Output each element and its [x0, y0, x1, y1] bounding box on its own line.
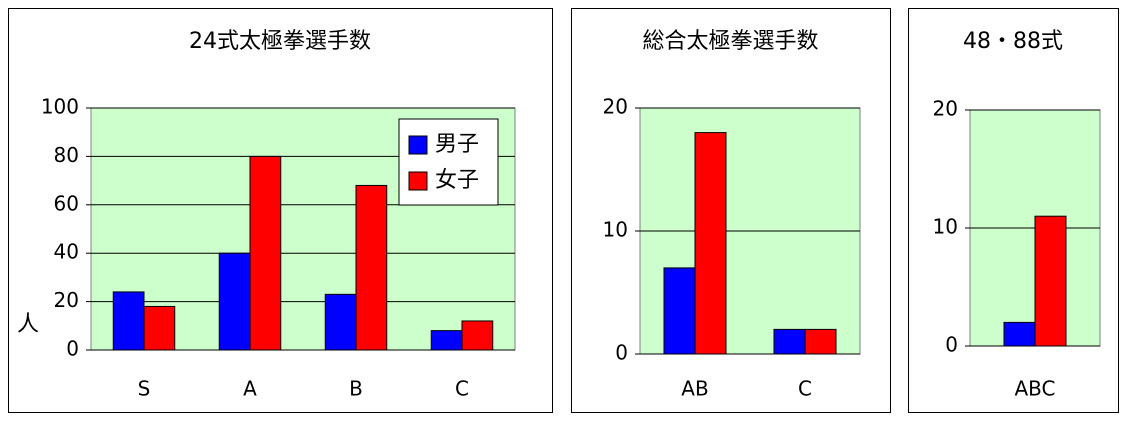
y-tick-label: 100: [41, 95, 79, 119]
y-tick-label: 0: [615, 341, 628, 365]
legend-box: [398, 118, 499, 206]
bar: [249, 155, 282, 351]
x-tick-label: AB: [681, 377, 708, 401]
bar: [112, 291, 145, 351]
chart-title: 24式太極拳選手数: [189, 29, 371, 54]
y-tick-label: 10: [603, 218, 628, 242]
x-tick-label: C: [455, 377, 469, 401]
bar: [324, 293, 357, 351]
chart-title: 総合太極拳選手数: [642, 29, 818, 54]
bar: [430, 330, 463, 351]
legend-swatch: [408, 135, 428, 155]
y-tick-label: 20: [603, 95, 628, 119]
bar: [663, 267, 696, 355]
y-tick-label: 60: [54, 191, 79, 215]
bar: [1003, 321, 1036, 347]
y-tick-label: 0: [66, 337, 79, 361]
y-tick-label: 20: [933, 97, 958, 121]
x-tick-label: A: [243, 377, 257, 401]
bar: [143, 305, 176, 351]
y-tick-label: 40: [54, 240, 79, 264]
chart-title: 48・88式: [963, 29, 1063, 54]
legend-swatch: [408, 171, 428, 191]
y-tick-label: 80: [54, 143, 79, 167]
y-axis-label: 人: [17, 312, 39, 337]
y-tick-label: 0: [945, 333, 958, 357]
x-tick-label: C: [798, 377, 812, 401]
y-tick-label: 10: [933, 215, 958, 239]
bar: [1034, 215, 1067, 347]
bar: [694, 132, 727, 355]
bar: [218, 252, 251, 351]
y-tick-label: 20: [54, 288, 79, 312]
x-tick-label: B: [349, 377, 363, 401]
bar: [355, 184, 388, 351]
legend-label: 男子: [435, 132, 479, 157]
bar: [804, 328, 837, 355]
x-tick-label: ABC: [1014, 377, 1055, 401]
x-tick-label: S: [138, 377, 151, 401]
bar: [773, 328, 806, 355]
legend-label: 女子: [435, 168, 479, 193]
bar: [461, 320, 494, 351]
